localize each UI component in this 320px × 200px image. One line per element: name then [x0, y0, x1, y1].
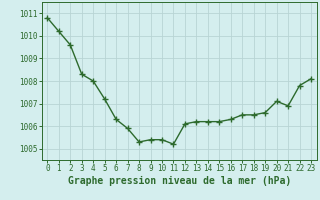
X-axis label: Graphe pression niveau de la mer (hPa): Graphe pression niveau de la mer (hPa): [68, 176, 291, 186]
